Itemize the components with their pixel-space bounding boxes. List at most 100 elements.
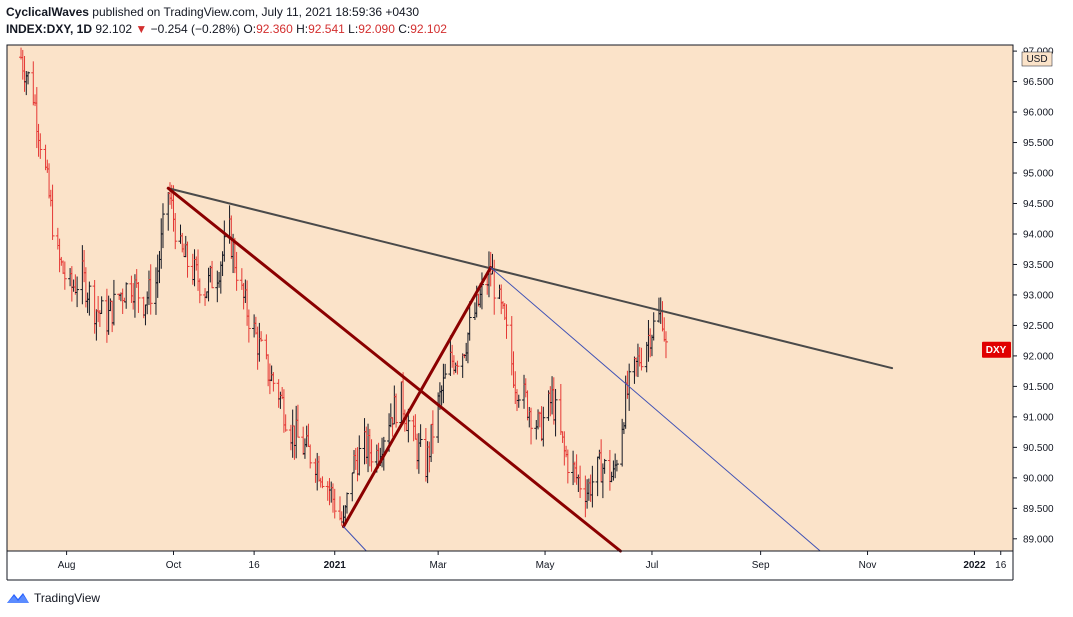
ohlc-bar [320,476,325,489]
down-arrow-icon: ▼ [135,22,148,36]
footer: TradingView [6,591,100,605]
price-tick-label: 91.500 [1023,382,1054,393]
trendline[interactable] [343,526,367,552]
ohlc-bar [259,331,264,342]
price-axis[interactable]: 97.00096.50096.00095.50095.00094.50094.0… [1013,47,1054,546]
ohlc-bar [578,465,583,499]
ohlc-bar [283,414,288,432]
ohlc-bar [369,439,374,472]
ohlc-bar [295,404,300,438]
ohlc-bar [614,459,619,472]
ohlc-bar [651,312,656,341]
ohlc-bar [111,279,116,326]
ohlc-bar [99,296,104,314]
plot-background[interactable] [7,45,1013,551]
ohlc-bar [504,304,509,339]
trendlines [166,186,894,553]
time-tick-label: Oct [166,560,182,571]
price-tick-label: 93.500 [1023,260,1054,271]
ohlc-bar [345,492,350,514]
trendline[interactable] [166,186,622,553]
high-value: 92.541 [308,22,345,36]
ohlc-bar [590,465,595,508]
ohlc-bar [418,424,423,447]
time-tick-label: Nov [859,560,877,571]
time-tick-label: 2022 [963,560,986,571]
ohlc-bar [565,449,570,484]
price-tick-label: 95.000 [1023,169,1054,180]
ohlc-bar [210,260,215,289]
tradingview-logo-icon[interactable] [6,591,30,605]
price-tick-label: 92.000 [1023,351,1054,362]
currency-label: USD [1026,54,1047,65]
price-tick-label: 90.500 [1023,443,1054,454]
time-tick-label: Sep [752,560,770,571]
ohlc-bar [222,220,227,262]
ohlc-bar [443,363,448,379]
ohlc-bar [541,406,546,447]
time-tick-label: 16 [995,560,1007,571]
ohlc-bar [553,388,558,437]
ohlc-bar [173,213,178,250]
ohlc-bar [246,309,251,343]
ohlc-bar [663,331,668,359]
close-value: 92.102 [410,22,447,36]
ohlc-bar [87,281,92,316]
price-change: −0.254 (−0.28%) [150,22,241,36]
symbol-tag-label: DXY [986,345,1007,356]
price-tick-label: 91.000 [1023,412,1054,423]
ohlc-bar [357,435,362,476]
ohlc-bar [160,203,165,249]
ohlc-bar [516,394,521,408]
low-value: 92.090 [358,22,395,36]
price-tick-label: 92.500 [1023,321,1054,332]
last-price-tag: DXY [982,341,1011,358]
published-text: published on TradingView.com, July 11, 2… [88,5,420,19]
ohlc-bar [271,372,276,392]
author-name[interactable]: CyclicalWaves [6,5,89,19]
time-tick-label: Jul [646,560,659,571]
price-tick-label: 94.500 [1023,199,1054,210]
price-tick-label: 90.000 [1023,473,1054,484]
ohlc-bar [332,488,337,519]
symbol-label[interactable]: INDEX:DXY, 1D [6,22,93,36]
ohlc-bar [430,410,435,454]
time-axis[interactable]: Aug Oct 16 2021 Mar May Jul Sep Nov 2022 16 [58,551,1007,571]
trendline[interactable] [342,266,493,529]
ohlc-bar [148,264,153,315]
ohlc-bar [62,261,67,290]
open-label: O: [243,22,257,36]
ohlc-bar [602,458,607,474]
trendline[interactable] [167,187,894,370]
price-tick-label: 94.000 [1023,229,1054,240]
ohlc-bar [26,71,31,85]
close-label: C: [398,22,411,36]
open-value: 92.360 [256,22,293,36]
tradingview-brand[interactable]: TradingView [34,591,101,605]
time-tick-label: Mar [430,560,448,571]
high-label: H: [296,22,309,36]
symbol-info-line: INDEX:DXY, 1D 92.102 ▼ −0.254 (−0.28%) O… [6,22,447,36]
time-tick-label: Aug [58,560,76,571]
ohlc-bar [50,184,55,240]
price-tick-label: 89.500 [1023,504,1054,515]
ohlc-bar [455,360,460,375]
symbol-tag-box [982,341,1011,358]
ohlc-bars [19,47,668,526]
ohlc-bar [136,282,141,313]
ohlc-bar [185,241,190,278]
ohlc-bar [639,347,644,371]
price-tick-label: 93.000 [1023,290,1054,301]
price-tick-label: 95.500 [1023,138,1054,149]
last-price: 92.102 [95,22,133,36]
ohlc-bar [394,393,399,428]
ohlc-bar [308,444,313,469]
ohlc-bar [529,407,534,445]
price-tick-label: 96.500 [1023,77,1054,88]
time-tick-label: 16 [249,560,261,571]
trendline[interactable] [490,267,821,552]
ohlc-bar [467,301,472,341]
publish-info: CyclicalWaves published on TradingView.c… [6,5,419,19]
currency-badge [1021,51,1053,67]
